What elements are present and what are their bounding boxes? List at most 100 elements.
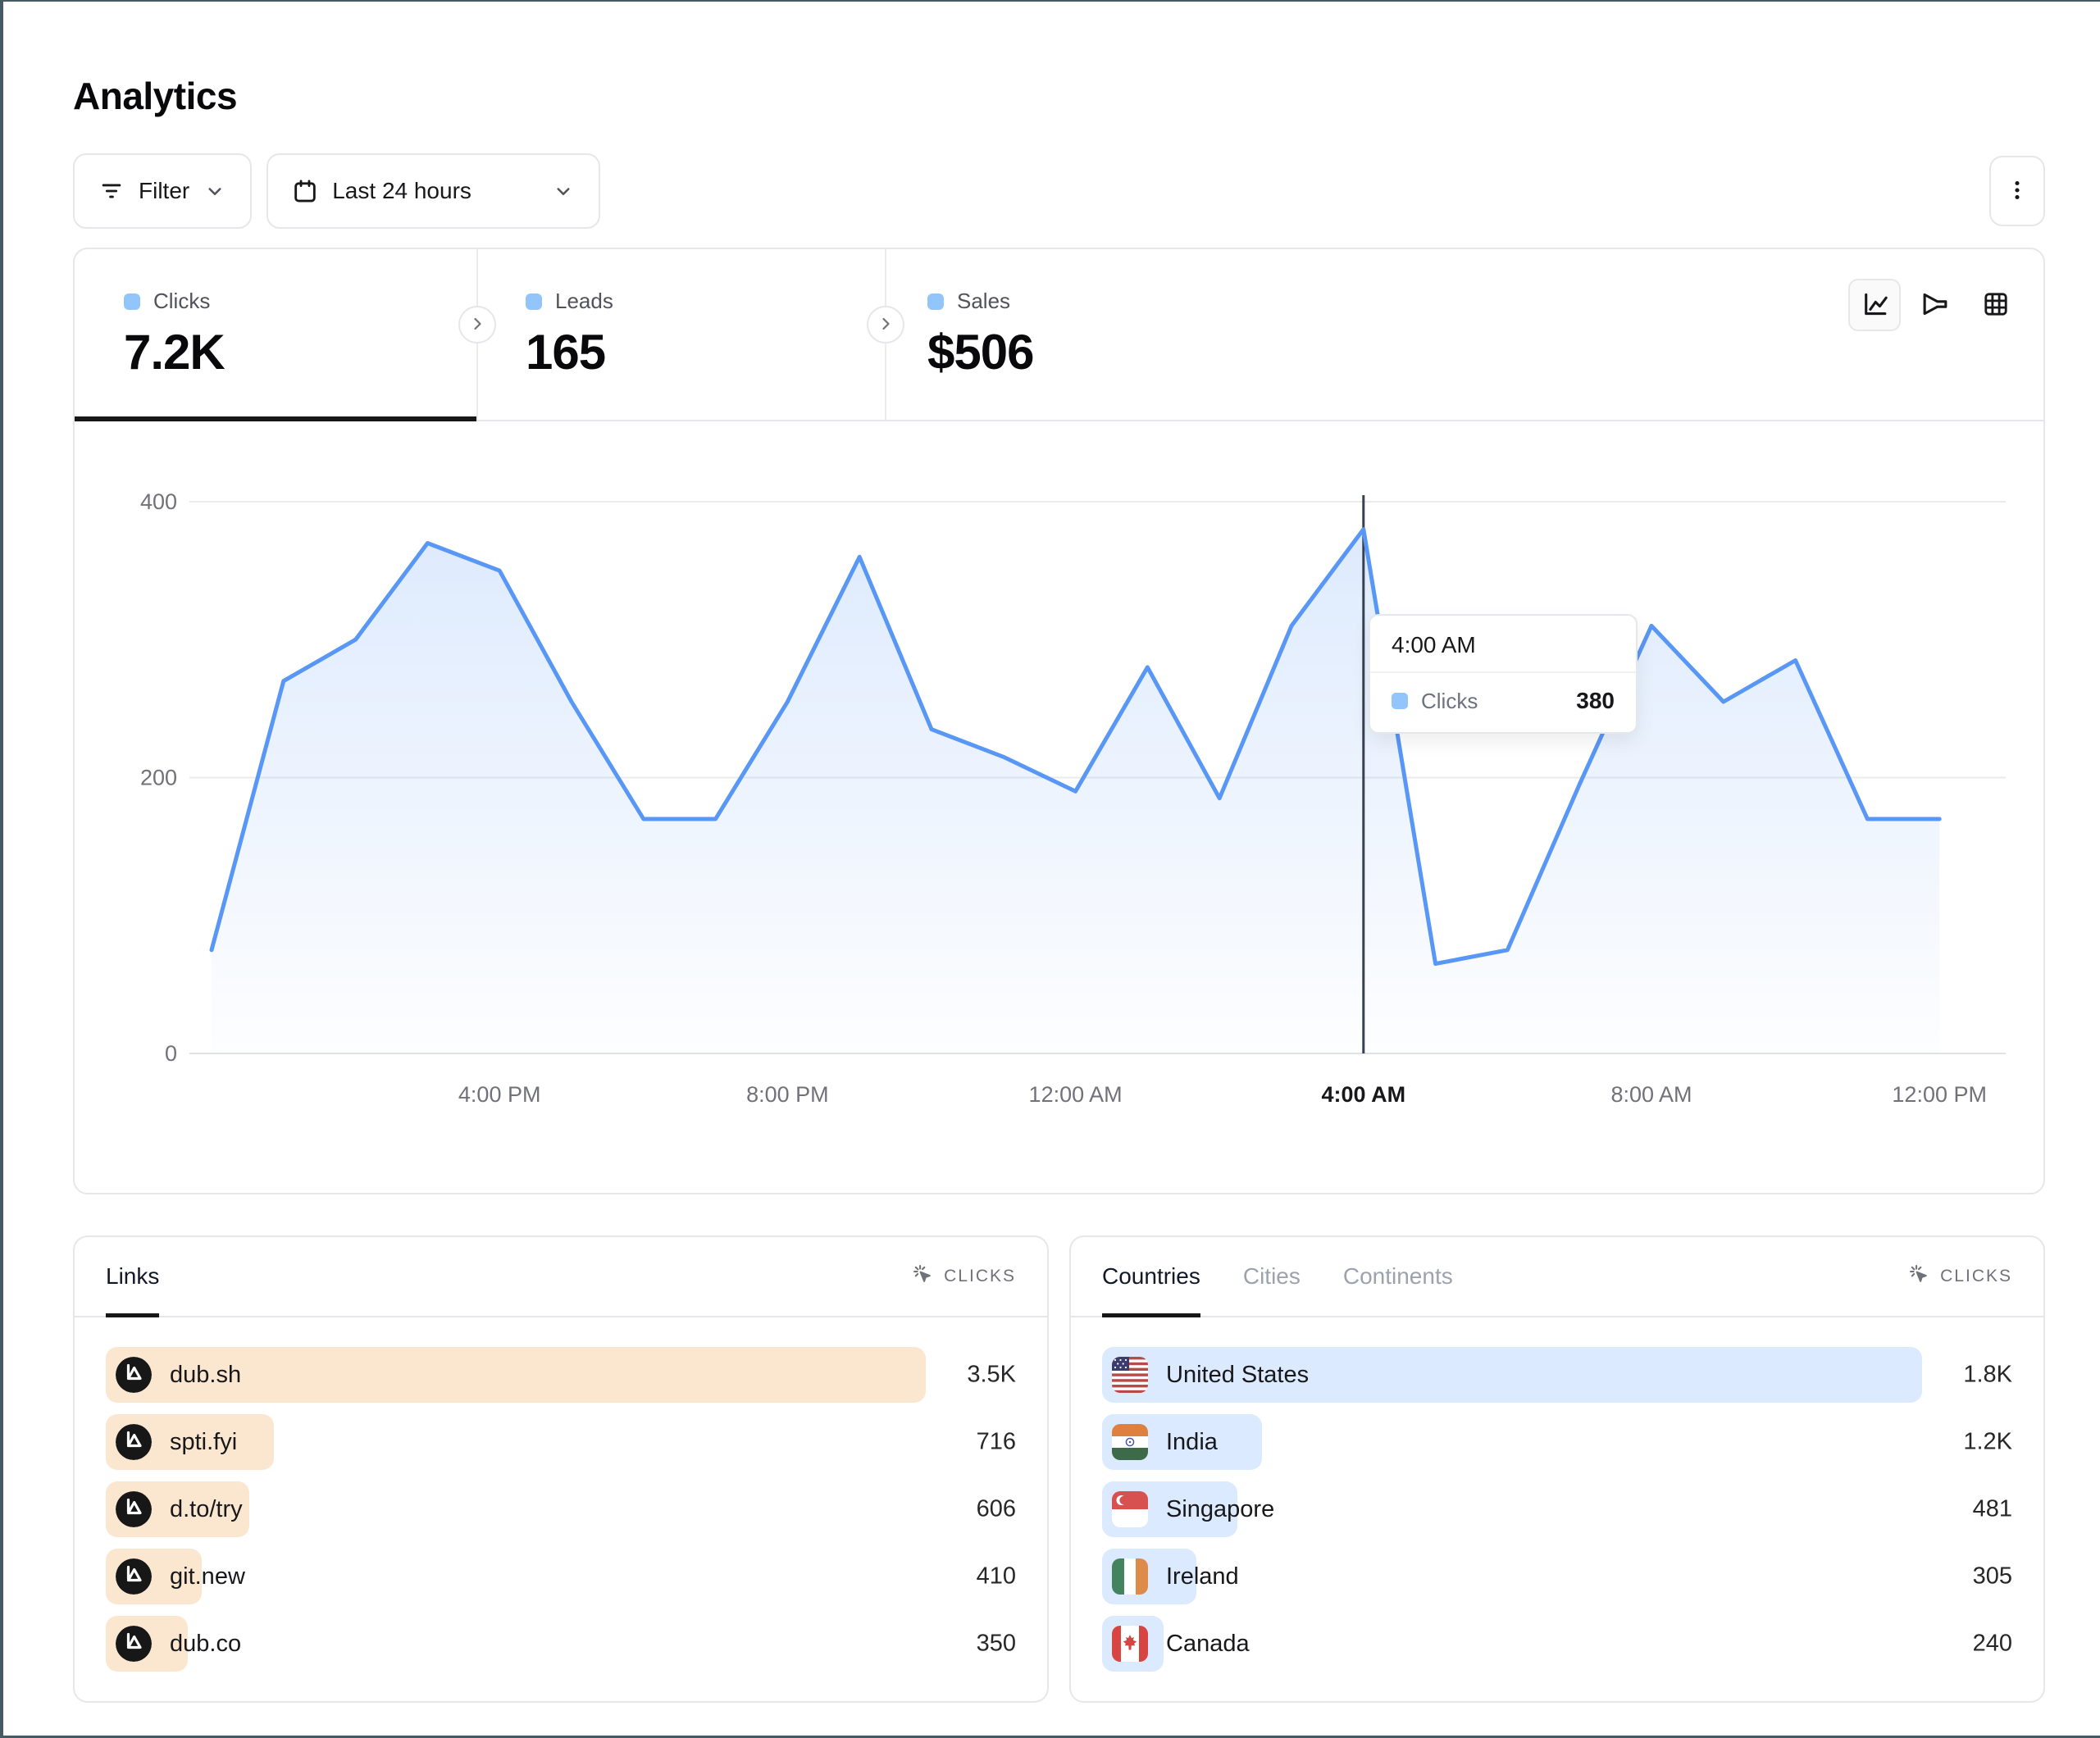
tab-countries[interactable]: Countries (1102, 1237, 1200, 1317)
flag-ca-icon (1112, 1626, 1148, 1662)
chevron-right-icon (876, 314, 895, 336)
row-label: United States (1166, 1361, 1310, 1388)
row-label: d.to/try (170, 1495, 243, 1522)
row-value: 305 (1972, 1563, 2012, 1590)
filter-button[interactable]: Filter (73, 153, 253, 229)
geo-panel: Countries Cities Continents CLICKS United … (1069, 1235, 2045, 1703)
links-rows: dub.sh 3.5K spti.fyi 716 d.to/try 606 gi… (75, 1317, 1047, 1672)
table-row[interactable]: dub.co 350 (106, 1616, 1016, 1672)
table-row[interactable]: d.to/try 606 (106, 1481, 1016, 1537)
chevron-down-icon (203, 179, 227, 203)
links-panel-header: Links CLICKS (75, 1237, 1047, 1317)
stat-tab-clicks[interactable]: Clicks 7.2K (75, 249, 476, 421)
y-axis-label: 400 (140, 489, 177, 514)
x-axis-label: 4:00 PM (458, 1082, 541, 1107)
calendar-icon (291, 177, 319, 205)
dub-logo-icon (116, 1558, 152, 1595)
tooltip-series-label: Clicks (1421, 688, 1478, 713)
y-axis-label: 200 (140, 766, 177, 790)
stat-tab-label: Leads (555, 289, 613, 313)
flag-us-icon (1112, 1357, 1148, 1393)
analytics-page: Analytics Filter Last 24 hours (3, 2, 2100, 1736)
row-value: 1.8K (1963, 1361, 2012, 1388)
row-value: 481 (1972, 1495, 2012, 1522)
geo-metric-header[interactable]: CLICKS (1907, 1263, 2012, 1290)
row-value: 3.5K (967, 1361, 1016, 1388)
row-value: 716 (976, 1428, 1016, 1455)
x-axis-label: 12:00 AM (1029, 1082, 1123, 1107)
view-toggle-line-chart[interactable] (1848, 279, 1901, 331)
legend-square-icon (1392, 693, 1408, 709)
row-label: India (1166, 1428, 1218, 1455)
row-label: Ireland (1166, 1563, 1239, 1590)
line-chart-icon (1860, 289, 1889, 321)
legend-square-icon (927, 293, 944, 310)
flag-ie-icon (1112, 1558, 1148, 1595)
dub-logo-icon (116, 1357, 152, 1393)
links-tabs: Links (106, 1237, 160, 1317)
row-label: dub.co (170, 1630, 242, 1657)
clicks-area-chart[interactable]: 0 200 400 4:00 PM 8:00 PM 12:00 AM 4:00 AM 8:00… (75, 462, 2047, 1143)
stat-tab-value: 165 (526, 325, 606, 380)
geo-metric-label: CLICKS (1940, 1267, 2012, 1285)
table-row[interactable]: git.new 410 (106, 1549, 1016, 1604)
tab-continents[interactable]: Continents (1343, 1237, 1453, 1316)
view-toggle-funnel[interactable] (1909, 279, 1961, 331)
date-range-label: Last 24 hours (332, 178, 471, 203)
stat-tab-leads[interactable]: Leads 165 (476, 249, 878, 420)
date-range-button[interactable]: Last 24 hours (266, 153, 601, 229)
geo-tabs: Countries Cities Continents (1102, 1237, 1453, 1317)
table-row[interactable]: spti.fyi 716 (106, 1414, 1016, 1470)
toolbar: Filter Last 24 hours (73, 153, 2045, 229)
view-toggles (1848, 279, 2022, 331)
links-panel: Links CLICKS dub.sh 3.5K spti.fyi 716 (73, 1235, 1049, 1703)
links-metric-label: CLICKS (944, 1267, 1016, 1285)
x-axis-label: 8:00 AM (1610, 1082, 1692, 1107)
table-row[interactable]: Canada 240 (1102, 1616, 2012, 1672)
row-bar (1102, 1347, 1922, 1403)
grid-icon (1981, 289, 2011, 321)
table-row[interactable]: United States 1.8K (1102, 1347, 2012, 1403)
x-axis-label: 8:00 PM (746, 1082, 829, 1107)
row-value: 240 (1972, 1630, 2012, 1657)
dub-logo-icon (116, 1491, 152, 1527)
table-row[interactable]: Singapore 481 (1102, 1481, 2012, 1537)
expand-sales-button[interactable] (867, 306, 904, 344)
geo-panel-header: Countries Cities Continents CLICKS (1071, 1237, 2043, 1317)
stat-tab-sales[interactable]: Sales $506 (878, 249, 1280, 420)
more-options-button[interactable] (1989, 156, 2045, 226)
dub-logo-icon (116, 1626, 152, 1662)
row-label: spti.fyi (170, 1428, 238, 1455)
table-row[interactable]: India 1.2K (1102, 1414, 2012, 1470)
links-metric-header[interactable]: CLICKS (911, 1263, 1016, 1290)
y-axis-label: 0 (165, 1041, 177, 1066)
geo-rows: United States 1.8K India 1.2K Singapore … (1071, 1317, 2043, 1672)
x-axis-label: 4:00 AM (1322, 1082, 1406, 1107)
clicks-line (209, 527, 1942, 967)
flag-in-icon (1112, 1424, 1148, 1460)
page-title: Analytics (73, 75, 238, 117)
row-value: 410 (976, 1563, 1016, 1590)
stat-tab-value: $506 (927, 325, 1034, 380)
tab-links[interactable]: Links (106, 1237, 160, 1317)
row-label: dub.sh (170, 1361, 242, 1388)
stat-tabs: Clicks 7.2K Leads 165 Sales $506 (75, 249, 2043, 421)
tooltip-time: 4:00 AM (1392, 632, 1476, 657)
row-label: Singapore (1166, 1495, 1275, 1522)
tooltip-row: Clicks 380 (1370, 671, 1636, 732)
table-row[interactable]: Ireland 305 (1102, 1549, 2012, 1604)
cursor-click-icon (911, 1263, 934, 1290)
table-row[interactable]: dub.sh 3.5K (106, 1347, 1016, 1403)
row-value: 1.2K (1963, 1428, 2012, 1455)
row-bar (106, 1347, 926, 1403)
legend-square-icon (124, 293, 140, 310)
cursor-click-icon (1907, 1263, 1930, 1290)
chart-tooltip: 4:00 AM Clicks 380 (1369, 614, 1638, 734)
filter-button-label: Filter (139, 178, 190, 203)
chevron-down-icon (551, 179, 576, 203)
view-toggle-grid[interactable] (1970, 279, 2022, 331)
expand-leads-button[interactable] (458, 306, 496, 344)
row-value: 606 (976, 1495, 1016, 1522)
tab-cities[interactable]: Cities (1243, 1237, 1301, 1316)
row-label: Canada (1166, 1630, 1250, 1657)
